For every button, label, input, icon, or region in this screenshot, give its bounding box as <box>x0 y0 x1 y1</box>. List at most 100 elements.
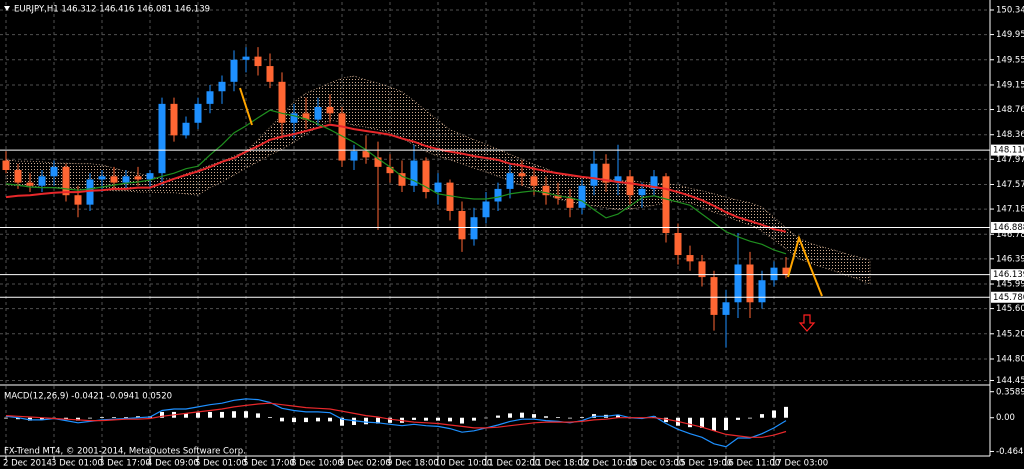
candle-body <box>578 185 586 208</box>
macd-histogram-bar <box>508 413 512 418</box>
candle-body <box>62 166 70 196</box>
macd-histogram-bar <box>568 417 572 419</box>
macd-histogram-bar <box>376 417 380 424</box>
candle-body <box>266 66 274 82</box>
candle-body <box>170 103 178 136</box>
macd-histogram-bar <box>88 417 92 419</box>
candle-body <box>38 176 46 186</box>
y-tick-label: 145.600 <box>996 304 1024 314</box>
macd-histogram-bar <box>136 416 140 418</box>
candle-body <box>110 176 118 183</box>
candle-body <box>14 170 22 183</box>
candle-body <box>458 210 466 240</box>
candle-body <box>590 163 598 186</box>
macd-histogram-bar <box>496 415 500 418</box>
level-label: 145.780 <box>993 293 1024 303</box>
y-tick-label: 146.780 <box>996 230 1024 240</box>
macd-histogram-bar <box>652 416 656 418</box>
macd-histogram-bar <box>244 411 248 418</box>
macd-histogram-bar <box>16 417 20 420</box>
macd-histogram-bar <box>184 413 188 418</box>
candle-body <box>686 255 694 262</box>
macd-histogram-bar <box>448 417 452 422</box>
macd-histogram-bar <box>64 417 68 420</box>
macd-histogram-bar <box>484 417 488 419</box>
copyright: FX-Trend MT4, © 2001-2014, MetaQuotes So… <box>4 447 246 457</box>
candle-body <box>710 277 718 315</box>
macd-histogram-bar <box>328 417 332 422</box>
macd-histogram-bar <box>664 417 668 423</box>
level-label: 148.116 <box>993 146 1024 156</box>
macd-histogram-bar <box>760 414 764 418</box>
candle-body <box>326 107 334 114</box>
macd-line <box>5 402 787 438</box>
macd-histogram-bar <box>772 410 776 418</box>
x-tick-label: 16 Dec 11:00 <box>723 459 780 469</box>
candle-body <box>146 173 154 180</box>
level-label-box <box>991 269 1024 281</box>
data-layer: 148.116 146.888 146.139 145.780 <box>0 47 1024 448</box>
candle-body <box>2 160 10 171</box>
macd-histogram-bar <box>196 412 200 418</box>
candle-body <box>734 264 742 303</box>
candle-body <box>26 182 34 186</box>
y-tick-label: 144.800 <box>996 354 1024 364</box>
candle-body <box>302 113 310 120</box>
candle-body <box>770 267 778 281</box>
forecast-drawing <box>787 234 823 297</box>
y-tick-label: 146.390 <box>996 254 1024 264</box>
macd-histogram-bar <box>784 406 788 418</box>
macd-histogram-bar <box>412 417 416 420</box>
level-label-box <box>991 291 1024 303</box>
x-tick-label: 9 Dec 18:00 <box>387 459 439 469</box>
x-tick-label: 3 Dec 17:00 <box>99 459 151 469</box>
y-tick-label: 145.990 <box>996 280 1024 290</box>
macd-histogram-bar <box>76 417 80 421</box>
macd-histogram-bar <box>268 417 272 418</box>
level-label-box <box>991 144 1024 156</box>
ichimoku-cloud <box>5 75 871 285</box>
candle-body <box>338 113 346 161</box>
level-label-box <box>991 221 1024 233</box>
x-tick-label: 11 Dec 02:00 <box>483 459 540 469</box>
macd-histogram-bar <box>712 417 716 431</box>
candle-body <box>218 81 226 92</box>
macd-histogram-bar <box>460 417 464 424</box>
y-tick-label: 149.150 <box>996 80 1024 90</box>
candle-body <box>206 91 214 104</box>
y-tick-label: 149.550 <box>996 55 1024 65</box>
candle-body <box>566 198 574 208</box>
y-tick-label: 145.200 <box>996 329 1024 339</box>
candle-body <box>242 56 250 60</box>
x-tick-label: 12 Dec 10:00 <box>579 459 636 469</box>
candle-body <box>482 201 490 218</box>
candle-body <box>278 81 286 123</box>
y-tick-label: 144.459 <box>996 376 1024 386</box>
macd-histogram-bar <box>724 417 728 431</box>
candle-body <box>506 173 514 189</box>
y-tick-label: 0.00 <box>996 413 1015 423</box>
x-tick-label: 5 Dec 17:00 <box>243 459 295 469</box>
indicator-title: MACD(12,26,9) -0.0421 -0.0941 0.0520 <box>4 392 172 402</box>
moving-average <box>5 123 787 233</box>
candle-body <box>350 151 358 161</box>
macd-histogram-bar <box>532 414 536 418</box>
candle-body <box>362 151 370 158</box>
macd-histogram-bar <box>700 417 704 428</box>
y-tick-label: -0.4647 <box>996 447 1024 457</box>
x-tick-label: 9 Dec 02:00 <box>339 459 391 469</box>
candle-body <box>542 185 550 196</box>
down-arrow <box>798 314 816 332</box>
candle-body <box>614 176 622 183</box>
candle-body <box>662 176 670 234</box>
macd-histogram-bar <box>616 414 620 418</box>
candle-body <box>554 195 562 199</box>
macd-histogram-bar <box>40 417 44 420</box>
macd-histogram-bar <box>160 411 164 418</box>
x-tick-label: 10 Dec 10:00 <box>435 459 492 469</box>
y-tick-label: 150.340 <box>996 6 1024 16</box>
candle-body <box>182 122 190 136</box>
y-tick-label: 149.950 <box>996 30 1024 40</box>
candle-body <box>86 179 94 205</box>
